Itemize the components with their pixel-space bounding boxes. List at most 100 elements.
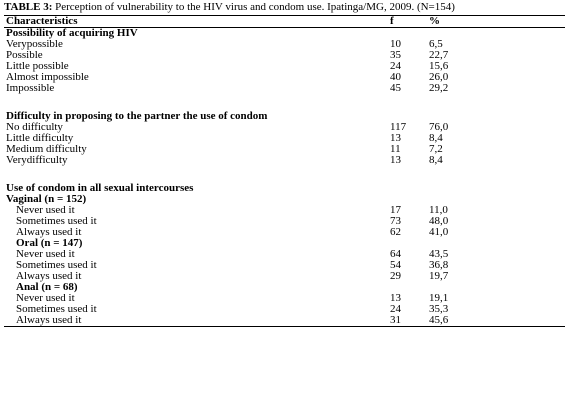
caption-text: Perception of vulnerability to the HIV v… xyxy=(52,1,455,13)
row-frequency: 13 xyxy=(390,292,401,304)
row-percent: 76,0 xyxy=(429,121,449,133)
header-characteristics: Characteristics xyxy=(4,15,388,28)
table-row: Little possible 24 15,6 xyxy=(4,61,565,72)
row-frequency: 73 xyxy=(390,215,401,227)
row-percent xyxy=(427,183,565,194)
row-percent: 19,1 xyxy=(429,292,449,304)
row-label: Sometimes used it xyxy=(16,215,97,227)
table-row: Impossible 45 29,2 xyxy=(4,83,565,94)
table-row: Little difficulty 13 8,4 xyxy=(4,133,565,144)
row-frequency: 13 xyxy=(390,132,401,144)
table-row: Verydifficulty 13 8,4 xyxy=(4,155,565,166)
caption-label: TABLE 3: xyxy=(4,1,53,13)
section-heading-row: Oral (n = 147) xyxy=(4,238,565,249)
data-table: Characteristics f % Possibility of acqui… xyxy=(4,15,565,327)
row-label xyxy=(4,94,388,111)
table-row: Medium difficulty 11 7,2 xyxy=(4,144,565,155)
section-heading-row: Difficulty in proposing to the partner t… xyxy=(4,111,565,122)
row-label: Sometimes used it xyxy=(16,303,97,315)
row-frequency: 11 xyxy=(390,143,401,155)
row-percent: 6,5 xyxy=(429,38,443,50)
table-row: Sometimes used it 54 36,8 xyxy=(4,260,565,271)
row-frequency: 10 xyxy=(390,38,401,50)
row-percent xyxy=(427,94,565,111)
row-frequency: 54 xyxy=(390,259,401,271)
row-frequency: 24 xyxy=(390,60,401,72)
row-label: Impossible xyxy=(6,82,55,94)
header-row: Characteristics f % xyxy=(4,15,565,28)
table-row: Never used it 13 19,1 xyxy=(4,293,565,304)
row-percent: 45,6 xyxy=(427,315,565,327)
row-label: Oral (n = 147) xyxy=(16,237,83,249)
row-label: Vaginal (n = 152) xyxy=(6,193,87,205)
row-label: No difficulty xyxy=(6,121,63,133)
row-frequency: 117 xyxy=(390,121,407,133)
row-label: Verypossible xyxy=(6,38,63,50)
row-percent: 15,6 xyxy=(429,60,449,72)
row-percent: 11,0 xyxy=(429,204,448,216)
row-label: Anal (n = 68) xyxy=(16,281,78,293)
row-label: Possibility of acquiring HIV xyxy=(6,27,138,39)
header-frequency: f xyxy=(388,15,427,28)
row-percent: 41,0 xyxy=(429,226,449,238)
row-percent: 43,5 xyxy=(429,248,449,260)
table-row: Always used it 29 19,7 xyxy=(4,271,565,282)
row-frequency: 64 xyxy=(390,248,401,260)
table-row: Sometimes used it 73 48,0 xyxy=(4,216,565,227)
row-label: Always used it xyxy=(4,315,388,327)
row-percent: 35,3 xyxy=(429,303,449,315)
table-row: Possible 35 22,7 xyxy=(4,50,565,61)
table-caption: TABLE 3: Perception of vulnerability to … xyxy=(4,1,566,15)
table-row: Always used it 31 45,6 xyxy=(4,315,565,327)
table-row: Never used it 17 11,0 xyxy=(4,205,565,216)
row-percent: 19,7 xyxy=(429,270,449,282)
row-label: Never used it xyxy=(16,204,75,216)
row-label: Little difficulty xyxy=(6,132,74,144)
row-percent: 36,8 xyxy=(429,259,449,271)
row-label: Sometimes used it xyxy=(16,259,97,271)
header-percent: % xyxy=(427,15,565,28)
row-frequency xyxy=(388,166,427,183)
section-heading-row: Possibility of acquiring HIV xyxy=(4,28,565,40)
row-percent: 48,0 xyxy=(429,215,449,227)
row-label: Almost impossible xyxy=(6,71,89,83)
row-frequency: 24 xyxy=(390,303,401,315)
row-percent: 22,7 xyxy=(429,49,449,61)
section-heading-row: Use of condom in all sexual intercourses xyxy=(4,183,565,194)
row-label: Difficulty in proposing to the partner t… xyxy=(6,110,268,122)
table-header: Characteristics f % xyxy=(4,15,565,28)
table-row: Verypossible 10 6,5 xyxy=(4,39,565,50)
row-percent: 29,2 xyxy=(429,82,449,94)
row-label xyxy=(4,166,388,183)
row-frequency xyxy=(388,183,427,194)
row-percent: 7,2 xyxy=(429,143,443,155)
table-row: Never used it 64 43,5 xyxy=(4,249,565,260)
spacer-row xyxy=(4,166,565,183)
row-frequency: 62 xyxy=(390,226,401,238)
row-label: Use of condom in all sexual intercourses xyxy=(6,182,194,194)
row-label: Never used it xyxy=(16,248,75,260)
table-body: Possibility of acquiring HIV Verypossible… xyxy=(4,28,565,327)
section-heading-row: Vaginal (n = 152) xyxy=(4,194,565,205)
row-label: Possible xyxy=(6,49,43,61)
row-frequency: 40 xyxy=(390,71,401,83)
row-label: Always used it xyxy=(16,226,82,238)
row-frequency xyxy=(388,94,427,111)
row-frequency: 31 xyxy=(388,315,427,327)
table-row: Sometimes used it 24 35,3 xyxy=(4,304,565,315)
row-frequency: 29 xyxy=(390,270,401,282)
row-label: Little possible xyxy=(6,60,69,72)
table-row: Always used it 62 41,0 xyxy=(4,227,565,238)
section-heading-row: Anal (n = 68) xyxy=(4,282,565,293)
row-percent xyxy=(427,166,565,183)
row-frequency: 17 xyxy=(390,204,401,216)
row-percent: 8,4 xyxy=(429,154,443,166)
row-label: Medium difficulty xyxy=(6,143,87,155)
row-frequency: 13 xyxy=(390,154,401,166)
row-label: Never used it xyxy=(16,292,75,304)
table-row: No difficulty 117 76,0 xyxy=(4,122,565,133)
row-percent: 8,4 xyxy=(429,132,443,144)
spacer-row xyxy=(4,94,565,111)
row-percent: 26,0 xyxy=(429,71,449,83)
document: TABLE 3: Perception of vulnerability to … xyxy=(4,1,566,327)
